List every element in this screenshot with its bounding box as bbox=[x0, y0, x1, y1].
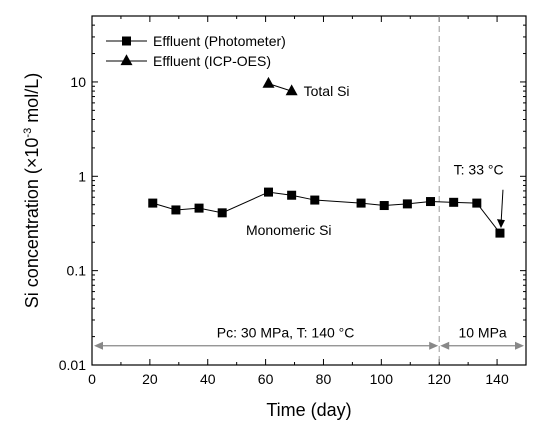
data-point-photometer bbox=[379, 201, 389, 211]
y-tick-label: 1 bbox=[78, 168, 86, 184]
range-arrow-1-head-left bbox=[94, 341, 103, 350]
y-tick-label: 10 bbox=[70, 74, 86, 90]
x-tick-label: 120 bbox=[428, 371, 452, 387]
x-tick-label: 60 bbox=[258, 371, 274, 387]
x-tick-label: 0 bbox=[88, 371, 96, 387]
data-point-photometer bbox=[217, 208, 227, 218]
data-point-photometer bbox=[287, 190, 297, 200]
legend: Effluent (Photometer) Effluent (ICP-OES) bbox=[106, 33, 286, 69]
data-point-photometer bbox=[171, 205, 181, 215]
y-axis-title-suffix: mol/L) bbox=[22, 73, 42, 128]
data-point-photometer bbox=[263, 187, 273, 197]
y-tick-label: 0.1 bbox=[67, 263, 87, 279]
legend-marker-photometer bbox=[122, 36, 131, 46]
x-tick-label: 80 bbox=[316, 371, 332, 387]
data-point-icp-oes bbox=[262, 76, 275, 88]
annotation-total-si: Total Si bbox=[304, 83, 350, 99]
annotation-temperature: T: 33 °C bbox=[454, 161, 504, 177]
legend-label-icp-oes: Effluent (ICP-OES) bbox=[153, 53, 271, 69]
y-tick-label: 0.01 bbox=[59, 357, 86, 373]
annotation-range-1: Pc: 30 MPa, T: 140 °C bbox=[217, 325, 355, 341]
y-axis-title: Si concentration (×10-3 mol/L) bbox=[22, 73, 42, 308]
x-tick-label: 140 bbox=[485, 371, 509, 387]
data-point-photometer bbox=[472, 198, 482, 208]
legend-label-photometer: Effluent (Photometer) bbox=[153, 33, 286, 49]
x-axis-title: Time (day) bbox=[266, 400, 351, 420]
data-layer bbox=[148, 76, 505, 238]
y-axis-title-prefix: Si concentration (×10 bbox=[22, 138, 42, 309]
x-tick-label: 20 bbox=[142, 371, 158, 387]
range-arrow-2-head-right bbox=[515, 341, 524, 350]
annotation-layer: Total Si Monomeric Si T: 33 °C Pc: 30 MP… bbox=[94, 83, 524, 350]
range-arrow-1-head-right bbox=[429, 341, 439, 350]
legend-marker-icp-oes bbox=[120, 54, 133, 66]
temperature-arrowhead bbox=[496, 219, 505, 229]
data-point-photometer bbox=[148, 198, 158, 208]
data-point-photometer bbox=[194, 203, 204, 213]
range-arrow-2-head-left bbox=[440, 341, 450, 350]
annotation-range-2: 10 MPa bbox=[458, 325, 506, 341]
annotation-monomeric-si: Monomeric Si bbox=[246, 222, 332, 238]
data-point-photometer bbox=[356, 198, 366, 208]
y-axis-title-exponent: -3 bbox=[22, 128, 34, 138]
x-tick-label: 40 bbox=[200, 371, 216, 387]
temperature-arrow bbox=[500, 189, 504, 226]
plot-area: 0 20 40 60 80 100 120 140 0.01 0.1 1 10 bbox=[59, 15, 527, 387]
data-point-photometer bbox=[426, 197, 436, 207]
x-tick-label: 100 bbox=[370, 371, 394, 387]
data-point-icp-oes bbox=[285, 84, 298, 96]
data-point-photometer bbox=[402, 199, 412, 209]
data-point-photometer bbox=[310, 195, 320, 205]
data-point-photometer bbox=[495, 228, 505, 238]
data-point-photometer bbox=[449, 197, 459, 207]
